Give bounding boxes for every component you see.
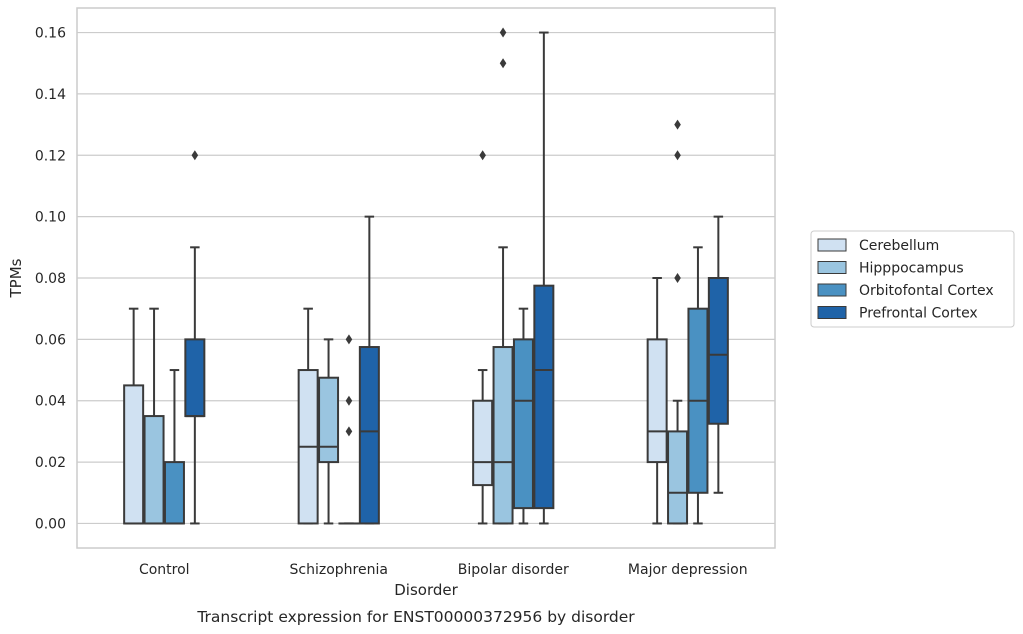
box-group [318, 338, 340, 525]
box-body [512, 338, 534, 510]
legend-swatch [817, 238, 847, 252]
box-body [472, 399, 494, 487]
x-tick-label: Control [139, 562, 190, 578]
y-tick-label: 0.16 [35, 26, 66, 42]
box-group [472, 150, 494, 525]
box-group [707, 215, 729, 494]
box-body [358, 346, 380, 525]
legend-label: Hipppocampus [859, 261, 964, 277]
y-tick-label: 0.12 [35, 148, 66, 164]
outlier-point [499, 27, 507, 38]
y-tick-labels: 0.00 0.02 0.04 0.06 0.08 0.10 0.12 0.14 0.16 [35, 26, 66, 533]
box-group [163, 369, 185, 525]
box-body [492, 346, 514, 525]
outlier-point [674, 150, 681, 161]
outlier-point [345, 395, 353, 406]
legend-swatch [817, 283, 847, 297]
box-body [163, 461, 185, 525]
legend-swatch [817, 306, 847, 319]
box-group [492, 27, 514, 525]
box-group [667, 119, 689, 525]
box-body [184, 338, 206, 418]
x-tick-label: Bipolar disorder [458, 562, 569, 578]
box-body [646, 338, 668, 464]
box-group [512, 307, 534, 525]
legend-label: Prefrontal Cortex [859, 306, 978, 322]
box-body [123, 384, 145, 525]
box-body [667, 430, 689, 525]
legend-frame [810, 230, 1015, 328]
outlier-point [479, 150, 486, 161]
box-body [707, 277, 729, 425]
outlier-point [674, 273, 681, 283]
x-tick-label: Schizophrenia [290, 562, 388, 578]
y-tick-label: 0.06 [35, 332, 66, 348]
chart-caption: Transcript expression for ENST0000037295… [196, 608, 635, 626]
outlier-point [191, 150, 199, 161]
box-group [646, 277, 668, 525]
outlier-point [499, 58, 507, 69]
boxes [123, 27, 729, 525]
y-tick-label: 0.04 [35, 394, 66, 410]
box-group [123, 307, 145, 525]
y-axis-label: TPMs [7, 258, 25, 298]
plot-area-frame [76, 7, 776, 549]
box-group [184, 150, 206, 525]
y-tick-label: 0.14 [35, 87, 66, 103]
legend-label: Cerebellum [859, 238, 939, 254]
outlier-point [345, 426, 353, 437]
x-tick-labels: Control Schizophrenia Bipolar disorder Majo… [139, 562, 748, 578]
legend: Cerebellum Hipppocampus Orbitofontal Corte… [810, 230, 1015, 328]
y-tick-label: 0.02 [35, 455, 66, 471]
x-axis-label: Disorder [394, 581, 458, 599]
outlier-point [345, 334, 353, 345]
box-group [687, 246, 709, 525]
box-body [533, 284, 555, 510]
y-tick-label: 0.00 [35, 516, 66, 532]
box-group [358, 215, 380, 525]
legend-swatch [817, 261, 847, 274]
y-tick-label: 0.08 [35, 271, 66, 287]
outlier-point [674, 119, 681, 130]
box-group [533, 31, 555, 525]
box-group [338, 334, 360, 525]
box-group [297, 307, 319, 525]
box-group [143, 307, 165, 525]
legend-label: Orbitofontal Cortex [859, 283, 994, 299]
box-body [143, 415, 165, 525]
y-tick-label: 0.10 [35, 210, 66, 226]
x-tick-label: Major depression [628, 562, 748, 578]
box-body [318, 376, 340, 464]
